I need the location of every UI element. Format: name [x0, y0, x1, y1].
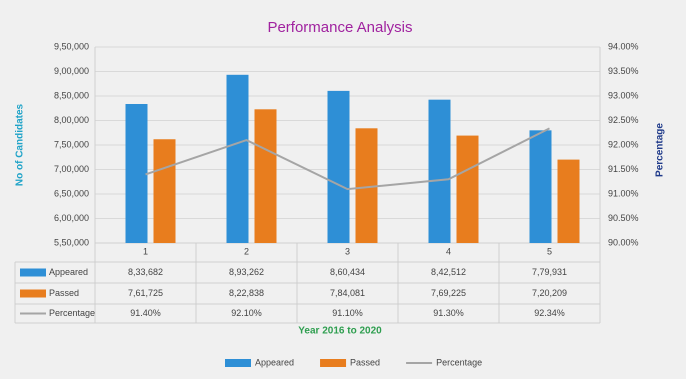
bar — [456, 135, 479, 243]
table-value: 8,22,838 — [229, 288, 264, 298]
table-legend-key — [20, 268, 46, 277]
y2-tick-label: 92.00% — [608, 139, 639, 149]
bar — [125, 103, 148, 243]
y-tick-label: 8,50,000 — [54, 90, 89, 100]
table-value: 8,60,434 — [330, 267, 365, 277]
y-tick-label: 9,50,000 — [54, 41, 89, 51]
bar — [355, 128, 378, 243]
y-tick-label: 8,00,000 — [54, 115, 89, 125]
y-tick-label: 9,00,000 — [54, 66, 89, 76]
legend-label: Percentage — [436, 357, 482, 367]
table-value: 7,61,725 — [128, 288, 163, 298]
bar — [428, 99, 451, 243]
table-value: 7,84,081 — [330, 288, 365, 298]
table-value: 92.10% — [231, 308, 262, 318]
x-tick-label: 4 — [446, 246, 451, 256]
table-value: 91.30% — [433, 308, 464, 318]
y-tick-label: 7,50,000 — [54, 139, 89, 149]
table-series-name: Passed — [49, 288, 79, 298]
y2-tick-label: 90.50% — [608, 213, 639, 223]
x-tick-label: 3 — [345, 246, 350, 256]
y-tick-label: 6,50,000 — [54, 188, 89, 198]
table-value: 92.34% — [534, 308, 565, 318]
table-value: 8,42,512 — [431, 267, 466, 277]
table-value: 91.10% — [332, 308, 363, 318]
x-tick-label: 1 — [143, 246, 148, 256]
x-tick-label: 5 — [547, 246, 552, 256]
y2-tick-label: 94.00% — [608, 41, 639, 51]
table-value: 91.40% — [130, 308, 161, 318]
bar — [153, 139, 176, 243]
table-value: 8,93,262 — [229, 267, 264, 277]
table-series-name: Appeared — [49, 267, 88, 277]
bar — [254, 109, 277, 243]
x-tick-label: 2 — [244, 246, 249, 256]
y2-tick-label: 91.50% — [608, 164, 639, 174]
bar — [226, 74, 249, 243]
y2-tick-label: 93.50% — [608, 66, 639, 76]
bar — [327, 90, 350, 244]
table-legend-key — [20, 289, 46, 298]
y-tick-label: 6,00,000 — [54, 213, 89, 223]
line — [145, 127, 550, 191]
table-value: 8,33,682 — [128, 267, 163, 277]
y-tick-label: 7,00,000 — [54, 164, 89, 174]
legend-label: Passed — [350, 357, 380, 367]
table-value: 7,79,931 — [532, 267, 567, 277]
y-axis-title: No of Candidates — [15, 103, 26, 186]
legend-key — [225, 359, 251, 367]
y2-axis-title: Percentage — [655, 123, 666, 177]
legend-key — [320, 359, 347, 367]
x-axis-title: Year 2016 to 2020 — [298, 326, 382, 337]
table-series-name: Percentage — [49, 308, 95, 318]
y2-tick-label: 90.00% — [608, 237, 639, 247]
chart-title: Performance Analysis — [267, 19, 412, 36]
table-value: 7,20,209 — [532, 288, 567, 298]
y2-tick-label: 92.50% — [608, 115, 639, 125]
table-value: 7,69,225 — [431, 288, 466, 298]
bar — [529, 130, 552, 243]
y2-tick-label: 93.00% — [608, 90, 639, 100]
y-tick-label: 5,50,000 — [54, 237, 89, 247]
legend-label: Appeared — [255, 357, 294, 367]
bar — [557, 159, 580, 243]
y2-tick-label: 91.00% — [608, 188, 639, 198]
